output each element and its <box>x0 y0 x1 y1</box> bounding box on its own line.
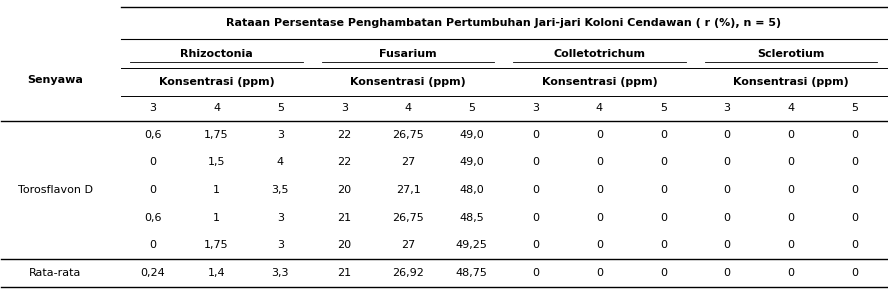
Text: 0: 0 <box>724 240 731 250</box>
Text: Konsentrasi (ppm): Konsentrasi (ppm) <box>350 77 466 87</box>
Text: Konsentrasi (ppm): Konsentrasi (ppm) <box>733 77 849 87</box>
Text: 0: 0 <box>596 213 603 223</box>
Text: 3: 3 <box>277 130 284 140</box>
Text: 0: 0 <box>724 130 731 140</box>
Text: 3: 3 <box>277 213 284 223</box>
Text: 4: 4 <box>277 157 284 167</box>
Text: 0: 0 <box>596 157 603 167</box>
Text: 4: 4 <box>213 103 220 113</box>
Text: 0: 0 <box>724 213 731 223</box>
Text: 0: 0 <box>149 185 156 195</box>
Text: 26,75: 26,75 <box>392 130 424 140</box>
Text: 48,0: 48,0 <box>459 185 484 195</box>
Text: 0,24: 0,24 <box>140 268 165 278</box>
Text: 0: 0 <box>660 185 667 195</box>
Text: 0,6: 0,6 <box>144 213 162 223</box>
Text: 27,1: 27,1 <box>396 185 420 195</box>
Text: 0: 0 <box>852 268 858 278</box>
Text: 20: 20 <box>337 185 352 195</box>
Text: 0: 0 <box>724 157 731 167</box>
Text: Rataan Persentase Penghambatan Pertumbuhan Jari-jari Koloni Cendawan ( r (%), n : Rataan Persentase Penghambatan Pertumbuh… <box>226 18 781 28</box>
Text: 0: 0 <box>724 268 731 278</box>
Text: 20: 20 <box>337 240 352 250</box>
Text: 1,75: 1,75 <box>204 240 229 250</box>
Text: 0: 0 <box>852 240 858 250</box>
Text: 0: 0 <box>532 213 539 223</box>
Text: 0: 0 <box>532 185 539 195</box>
Text: 0: 0 <box>852 213 858 223</box>
Text: 5: 5 <box>277 103 284 113</box>
Text: 0: 0 <box>788 157 795 167</box>
Text: 5: 5 <box>660 103 667 113</box>
Text: 1: 1 <box>213 213 220 223</box>
Text: 3,5: 3,5 <box>272 185 289 195</box>
Text: Konsentrasi (ppm): Konsentrasi (ppm) <box>159 77 274 87</box>
Text: Senyawa: Senyawa <box>28 75 83 85</box>
Text: 1,75: 1,75 <box>204 130 229 140</box>
Text: 5: 5 <box>468 103 475 113</box>
Text: 27: 27 <box>400 157 416 167</box>
Text: 22: 22 <box>337 130 352 140</box>
Text: 3,3: 3,3 <box>272 268 289 278</box>
Text: 3: 3 <box>724 103 731 113</box>
Text: 22: 22 <box>337 157 352 167</box>
Text: 4: 4 <box>596 103 603 113</box>
Text: Konsentrasi (ppm): Konsentrasi (ppm) <box>542 77 657 87</box>
Text: 49,0: 49,0 <box>459 157 484 167</box>
Text: 1,4: 1,4 <box>208 268 226 278</box>
Text: 1,5: 1,5 <box>208 157 226 167</box>
Text: 0: 0 <box>788 130 795 140</box>
Text: 49,0: 49,0 <box>459 130 484 140</box>
Text: 48,75: 48,75 <box>456 268 488 278</box>
Text: 49,25: 49,25 <box>456 240 488 250</box>
Text: 27: 27 <box>400 240 416 250</box>
Text: 0: 0 <box>788 268 795 278</box>
Text: 0: 0 <box>660 130 667 140</box>
Text: 0: 0 <box>532 268 539 278</box>
Text: 26,75: 26,75 <box>392 213 424 223</box>
Text: 26,92: 26,92 <box>392 268 424 278</box>
Text: 3: 3 <box>341 103 348 113</box>
Text: 0: 0 <box>596 130 603 140</box>
Text: 0: 0 <box>852 157 858 167</box>
Text: 0: 0 <box>724 185 731 195</box>
Text: 0: 0 <box>596 185 603 195</box>
Text: 0: 0 <box>852 130 858 140</box>
Text: 0: 0 <box>532 240 539 250</box>
Text: 0: 0 <box>149 157 156 167</box>
Text: 0: 0 <box>532 157 539 167</box>
Text: 0: 0 <box>660 157 667 167</box>
Text: 0: 0 <box>852 185 858 195</box>
Text: 0: 0 <box>660 240 667 250</box>
Text: 4: 4 <box>788 103 795 113</box>
Text: Rhizoctonia: Rhizoctonia <box>180 49 253 59</box>
Text: 0: 0 <box>788 240 795 250</box>
Text: 0: 0 <box>788 185 795 195</box>
Text: 21: 21 <box>337 213 352 223</box>
Text: 5: 5 <box>852 103 858 113</box>
Text: 0: 0 <box>149 240 156 250</box>
Text: 0: 0 <box>660 213 667 223</box>
Text: Rata-rata: Rata-rata <box>29 268 82 278</box>
Text: 0: 0 <box>596 240 603 250</box>
Text: 0: 0 <box>532 130 539 140</box>
Text: 3: 3 <box>532 103 539 113</box>
Text: 0: 0 <box>596 268 603 278</box>
Text: 0,6: 0,6 <box>144 130 162 140</box>
Text: 3: 3 <box>149 103 156 113</box>
Text: 1: 1 <box>213 185 220 195</box>
Text: 0: 0 <box>660 268 667 278</box>
Text: Torosflavon D: Torosflavon D <box>18 185 92 195</box>
Text: Sclerotium: Sclerotium <box>757 49 825 59</box>
Text: 3: 3 <box>277 240 284 250</box>
Text: Colletotrichum: Colletotrichum <box>553 49 646 59</box>
Text: 4: 4 <box>404 103 412 113</box>
Text: 48,5: 48,5 <box>459 213 484 223</box>
Text: Fusarium: Fusarium <box>379 49 437 59</box>
Text: 0: 0 <box>788 213 795 223</box>
Text: 21: 21 <box>337 268 352 278</box>
